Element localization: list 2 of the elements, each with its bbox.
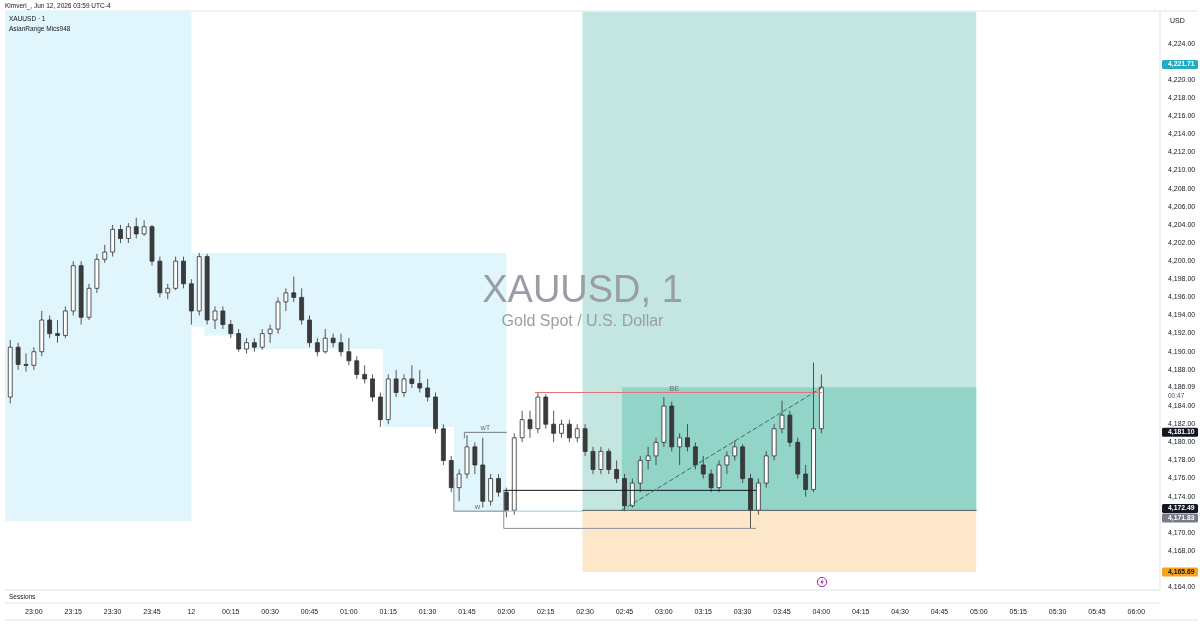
text: Gold Spot / U.S. Dollar [501,312,665,329]
text: XAUUSD, 1 [482,268,683,310]
